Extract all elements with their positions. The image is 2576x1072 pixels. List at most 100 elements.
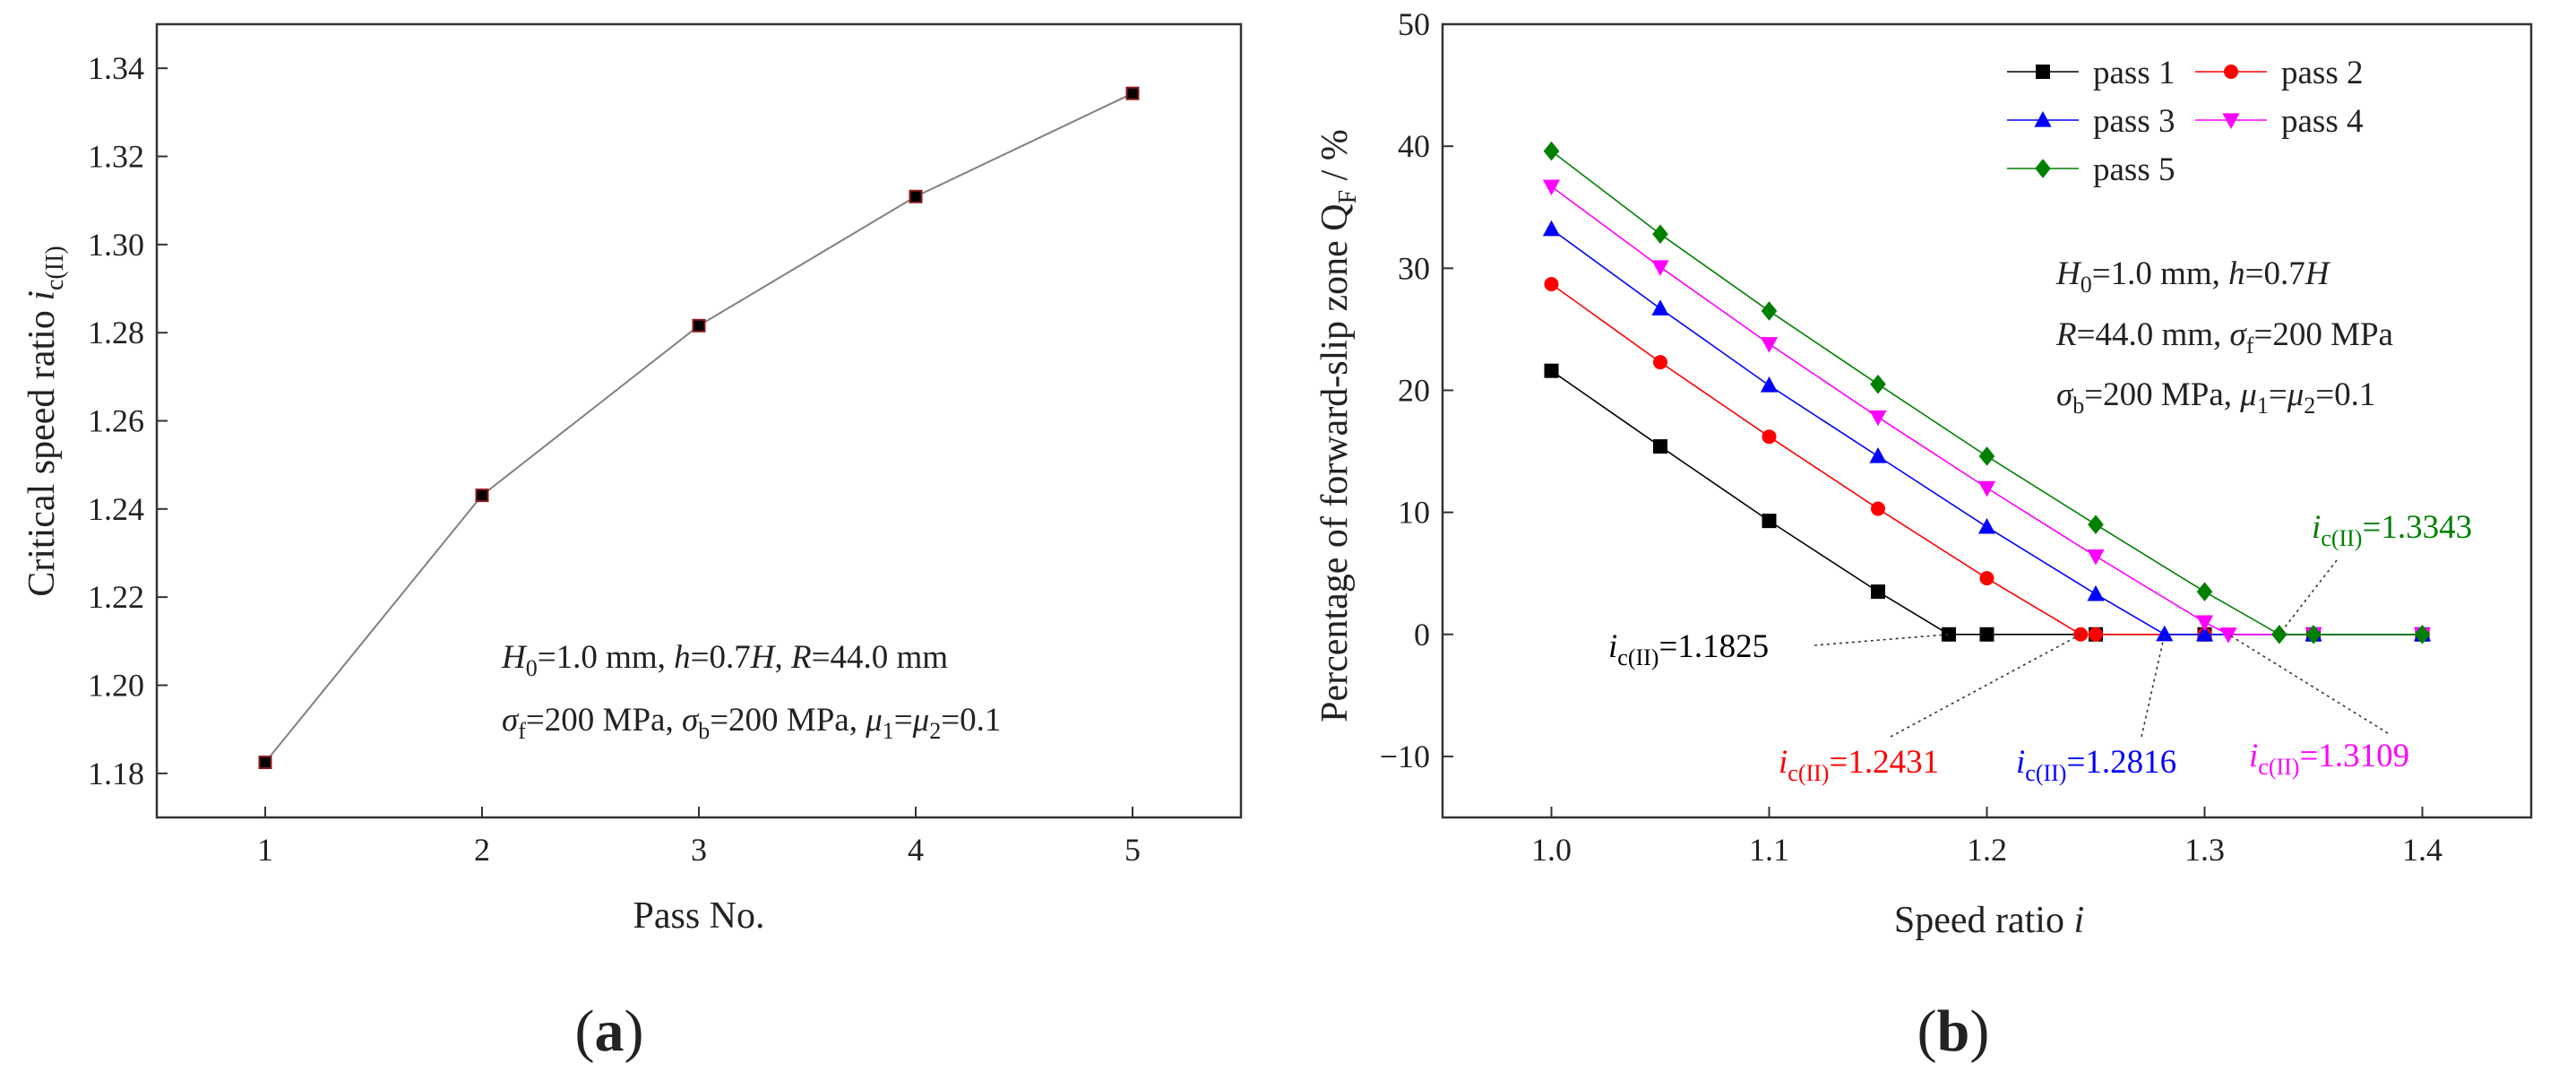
- series-line: [1551, 150, 2423, 635]
- chart-a-x-ticks: 1 2 3 4 5: [257, 807, 1141, 868]
- annotation-subscript: c(II): [1788, 760, 1829, 786]
- annotation-leader: [1814, 633, 1950, 646]
- chart-a-params-line-1: H0=1.0 mm, h=0.7H, R=44.0 mm: [501, 639, 948, 681]
- legend-item: pass 4: [2195, 103, 2363, 140]
- chart-b-legend: pass 1 pass 2 pass 3 pass 4 pass 5: [2007, 55, 2363, 188]
- y-tick-label: 0: [1414, 617, 1430, 653]
- data-point: [2414, 624, 2431, 644]
- text-segment: =44.0 mm,: [2077, 316, 2230, 353]
- annotation-subscript: c(II): [1617, 644, 1658, 670]
- annotation-label: ic(II)=1.2816: [2016, 744, 2176, 786]
- chart-b-series: [1542, 141, 2432, 644]
- chart-b-y-axis-label: Percentage of forward-slip zone QF / %: [1314, 129, 1362, 722]
- text-segment: ,: [775, 639, 792, 676]
- text-segment: =200 MPa,: [710, 702, 866, 739]
- legend-item: pass 2: [2195, 55, 2363, 91]
- x-tick-label: 1.3: [2184, 832, 2225, 868]
- annotation-subscript: c(II): [2025, 760, 2066, 786]
- text-segment: =: [2269, 376, 2287, 413]
- text-segment: 2: [929, 718, 941, 744]
- chart-b-params-line-2: R=44.0 mm, σf=200 MPa: [2055, 316, 2393, 359]
- annotation-subscript: c(II): [2258, 754, 2299, 780]
- y-tick-label: 1.18: [88, 756, 144, 791]
- text-segment: 0: [2081, 272, 2092, 298]
- text-segment: =0.1: [941, 702, 1001, 739]
- data-point: [2156, 625, 2174, 642]
- y-tick-label: 1.26: [88, 403, 144, 439]
- text-segment: =200 MPa,: [526, 702, 682, 739]
- x-tick-label: 1: [257, 832, 273, 868]
- data-point: [2073, 627, 2089, 642]
- chart-a-plot-frame: [155, 22, 1243, 819]
- text-segment: b: [2072, 393, 2084, 419]
- data-point: [1760, 376, 1779, 393]
- legend-label: pass 1: [2093, 55, 2175, 91]
- data-point: [2087, 584, 2105, 601]
- text-segment: h: [674, 639, 691, 676]
- text-segment: σ: [2230, 316, 2248, 353]
- text-segment: μ: [2287, 376, 2305, 413]
- data-point: [1977, 480, 1996, 497]
- x-tick-label: 1.0: [1531, 832, 1572, 868]
- annotation-symbol: i: [2016, 744, 2025, 781]
- text-segment: h: [2228, 255, 2245, 292]
- series-4: [1542, 179, 2432, 644]
- legend-label: pass 2: [2281, 55, 2363, 91]
- legend-item: pass 3: [2007, 103, 2175, 140]
- legend-marker: [2035, 159, 2051, 178]
- annotation-4: ic(II)=1.3109: [2227, 634, 2409, 780]
- y-tick-label: −10: [1380, 739, 1430, 774]
- annotation-leader: [2227, 634, 2389, 734]
- data-point: [1871, 584, 1885, 600]
- x-tick-label: 1.1: [1749, 832, 1789, 868]
- text-segment: μ: [865, 702, 883, 739]
- data-point: [1979, 627, 1994, 642]
- chart-b-plot-frame: [1441, 22, 2533, 819]
- data-point: [1544, 277, 1559, 292]
- chart-a-params-line-2: σf=200 MPa, σb=200 MPa, μ1=μ2=0.1: [502, 702, 1001, 744]
- annotation-value: =1.2431: [1829, 744, 1939, 781]
- annotation-5: ic(II)=1.3343: [2279, 509, 2472, 635]
- series-5: [1543, 141, 2431, 644]
- data-point: [2089, 627, 2103, 642]
- data-point: [1653, 355, 1667, 370]
- data-point: [1653, 439, 1667, 454]
- data-point-core: [694, 320, 704, 331]
- annotation-value: =1.3109: [2299, 738, 2409, 774]
- data-point: [1869, 446, 1887, 463]
- annotation-leader: [1890, 634, 2081, 738]
- y-tick-label: 1.20: [88, 668, 144, 704]
- data-point: [1542, 220, 1561, 237]
- data-point: [1762, 514, 1777, 529]
- text-segment: 1: [883, 718, 894, 744]
- annotation-value: =1.1825: [1658, 628, 1769, 665]
- text-segment: =: [894, 702, 913, 739]
- x-tick-label: 1.4: [2402, 832, 2442, 868]
- text-segment: =200 MPa,: [2084, 376, 2240, 413]
- chart-b-x-ticks: 1.0 1.1 1.2 1.3 1.4: [1531, 807, 2442, 868]
- text-segment: H: [2055, 255, 2082, 292]
- text-segment: H: [750, 639, 777, 676]
- text-segment: μ: [2239, 376, 2257, 413]
- series-line: [1551, 186, 2423, 635]
- data-point-core: [260, 757, 271, 768]
- data-point: [1977, 517, 1996, 534]
- data-point: [1543, 141, 1560, 161]
- x-tick-label: 1.2: [1967, 832, 2007, 868]
- y-tick-label: 30: [1398, 250, 1430, 286]
- annotation-label: ic(II)=1.3109: [2249, 738, 2409, 780]
- y-tick-label: 50: [1398, 6, 1430, 42]
- data-point: [1651, 260, 1669, 276]
- x-tick-label: 3: [691, 832, 707, 868]
- annotation-value: =1.3343: [2362, 509, 2472, 546]
- chart-a-y-axis-label: Critical speed ratio ic(II): [22, 246, 69, 596]
- chart-b-panel-label: (b): [1917, 999, 1990, 1064]
- data-point-core: [477, 490, 487, 501]
- data-point: [1869, 410, 1887, 427]
- annotation-subscript: c(II): [2321, 525, 2362, 551]
- annotation-leader: [2141, 634, 2166, 738]
